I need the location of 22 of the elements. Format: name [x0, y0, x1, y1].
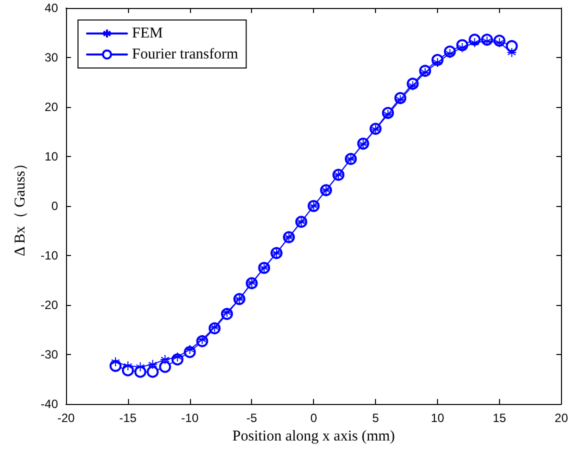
x-tick-label: 15: [492, 411, 506, 425]
x-tick-label: 20: [554, 411, 568, 425]
x-tick-label: 0: [310, 411, 318, 425]
x-tick-label: -5: [246, 411, 258, 425]
y-tick-label: 30: [44, 50, 58, 64]
x-tick-label: -20: [57, 411, 75, 425]
legend-label: Fourier transform: [132, 46, 239, 62]
x-axis-title: Position along x axis (mm): [232, 428, 395, 444]
y-tick-label: -30: [40, 348, 58, 362]
y-tick-label: 0: [51, 199, 58, 213]
x-tick-label: 5: [372, 411, 380, 425]
y-tick-label: 10: [44, 150, 58, 164]
x-tick-label: -10: [181, 411, 199, 425]
y-tick-label: -40: [40, 397, 58, 411]
y-tick-label: 40: [44, 1, 58, 15]
x-tick-label: -15: [119, 411, 137, 425]
y-tick-label: -10: [40, 248, 58, 262]
x-tick-label: 10: [430, 411, 444, 425]
y-axis-title: Δ Bx（ Gauss）: [12, 156, 28, 256]
y-tick-label: 20: [44, 100, 58, 114]
y-tick-label: -20: [40, 298, 58, 312]
legend-label: FEM: [132, 26, 163, 42]
